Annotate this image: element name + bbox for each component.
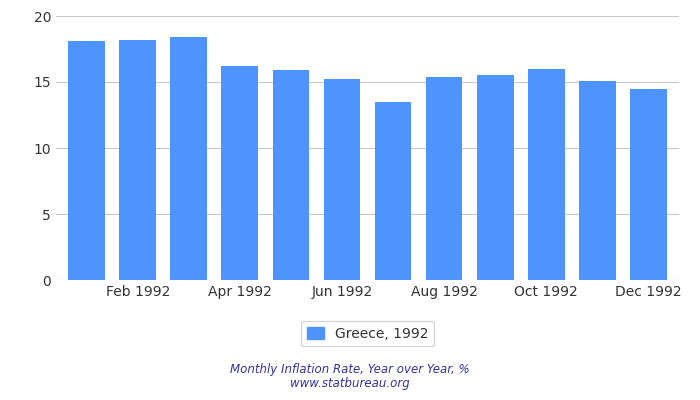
Legend: Greece, 1992: Greece, 1992: [301, 321, 434, 346]
Bar: [272, 70, 309, 280]
Bar: [170, 37, 207, 280]
Bar: [323, 79, 360, 280]
Bar: [119, 40, 156, 280]
Bar: [221, 66, 258, 280]
Bar: [579, 81, 616, 280]
Bar: [69, 41, 105, 280]
Bar: [528, 69, 565, 280]
Text: Monthly Inflation Rate, Year over Year, %: Monthly Inflation Rate, Year over Year, …: [230, 364, 470, 376]
Bar: [426, 77, 463, 280]
Bar: [477, 75, 514, 280]
Bar: [630, 88, 666, 280]
Text: www.statbureau.org: www.statbureau.org: [290, 377, 410, 390]
Bar: [374, 102, 412, 280]
